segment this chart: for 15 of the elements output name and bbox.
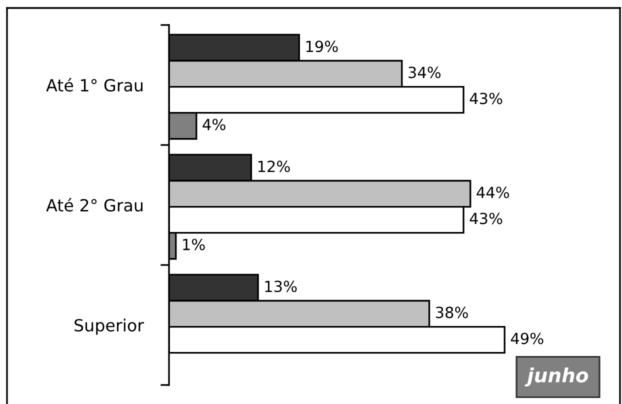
data-label: 38% (436, 306, 468, 318)
data-label: 4% (202, 118, 226, 130)
data-label: 13% (265, 280, 297, 292)
data-label: 43% (470, 212, 502, 224)
text: junho (524, 368, 588, 386)
data-label: 12% (258, 160, 290, 172)
data-label: 44% (476, 186, 510, 198)
y-tick-label: Superior (74, 318, 144, 335)
data-label: 43% (470, 92, 502, 104)
y-tick-label: Até 1° Grau (46, 78, 142, 92)
y-tick-label: Até 2° Grau (46, 198, 142, 212)
data-label: 19% (306, 40, 338, 52)
data-label: 34% (408, 66, 441, 78)
data-label: 49% (510, 332, 544, 344)
data-label: 1% (183, 238, 205, 250)
